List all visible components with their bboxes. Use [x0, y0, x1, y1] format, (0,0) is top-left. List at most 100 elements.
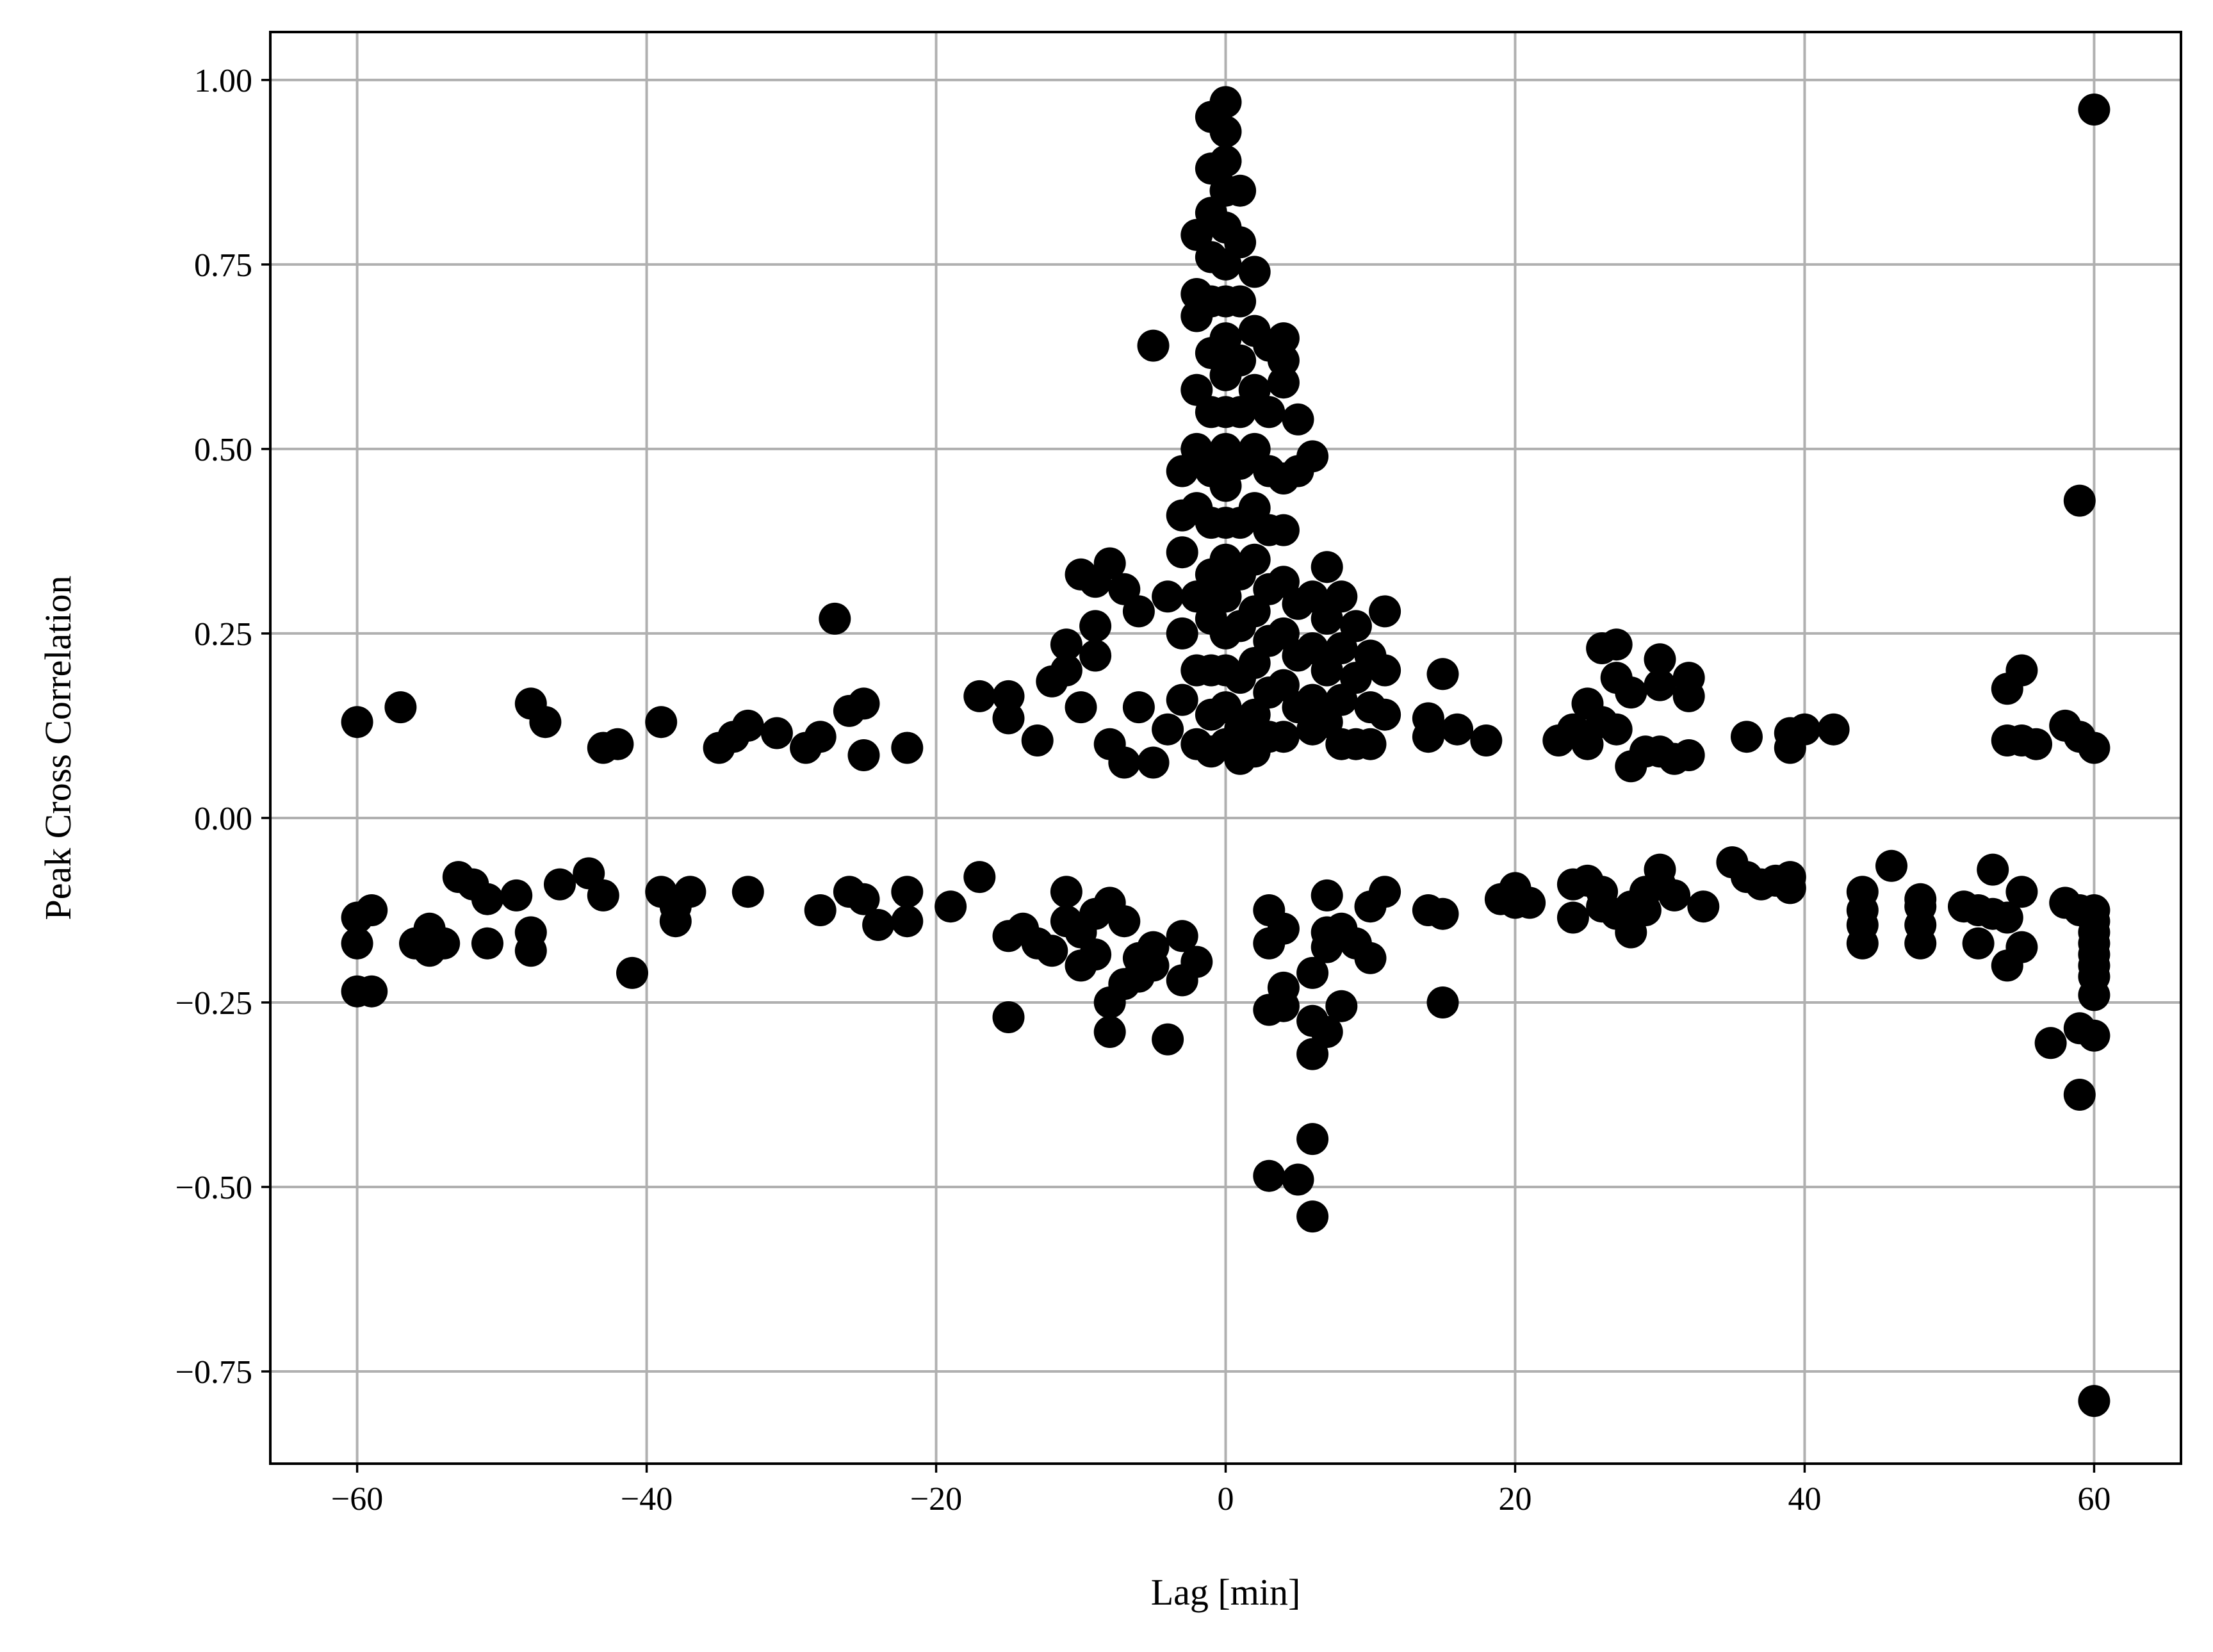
data-point [529, 706, 562, 739]
x-tick-label: −20 [910, 1481, 962, 1517]
data-point [1282, 403, 1314, 436]
data-point [862, 909, 895, 941]
data-point [1282, 1163, 1314, 1196]
data-point [2034, 1027, 2067, 1059]
data-point [1369, 876, 1401, 908]
data-point [1253, 1159, 1286, 1192]
data-point [355, 975, 388, 1008]
data-point [1267, 514, 1300, 546]
data-point [471, 927, 503, 960]
data-point [1962, 927, 1995, 960]
data-point [1672, 739, 1705, 771]
data-point [963, 680, 996, 712]
data-point [514, 935, 547, 967]
data-point [1369, 698, 1401, 731]
x-tick-label: −60 [331, 1481, 383, 1517]
x-axis-label: Lag [min] [1151, 1571, 1301, 1613]
data-point [1774, 872, 1806, 904]
data-point [935, 890, 967, 923]
data-point [1238, 256, 1271, 288]
data-point [819, 602, 851, 635]
data-point [1426, 658, 1459, 691]
data-point [1514, 887, 1546, 919]
data-point [1296, 440, 1329, 473]
y-tick-label: 0.25 [194, 616, 252, 653]
data-point [1050, 654, 1082, 687]
y-tick-label: 0.50 [194, 432, 252, 468]
data-point [1311, 879, 1343, 912]
data-point [992, 680, 1025, 712]
data-point [428, 927, 461, 960]
data-point [1209, 115, 1242, 148]
data-point [847, 687, 880, 720]
data-point [2063, 1079, 2096, 1111]
data-point [1629, 894, 1662, 926]
data-point [847, 883, 880, 915]
data-point [1412, 721, 1444, 753]
data-point [1311, 551, 1343, 584]
data-point [1224, 344, 1257, 377]
data-point [1137, 329, 1170, 362]
data-point [804, 894, 837, 926]
y-tick-label: −0.50 [176, 1170, 252, 1206]
data-point [1036, 935, 1068, 967]
data-point [1224, 174, 1257, 207]
data-point [544, 868, 576, 901]
data-point [1426, 986, 1459, 1018]
data-point [891, 905, 924, 938]
data-point [2078, 94, 2111, 126]
data-point [731, 876, 764, 908]
y-tick-label: 1.00 [194, 63, 252, 99]
data-point [1209, 86, 1242, 119]
data-point [1267, 322, 1300, 355]
data-point [1108, 905, 1141, 938]
data-point [963, 861, 996, 894]
data-point [1267, 912, 1300, 945]
data-point [1991, 901, 2023, 934]
data-point [1311, 1016, 1343, 1048]
data-point [659, 905, 692, 938]
data-point [1658, 879, 1691, 912]
y-tick-label: 0.75 [194, 247, 252, 284]
data-point [2005, 876, 2038, 908]
data-point [2078, 979, 2111, 1011]
data-point [1672, 680, 1705, 712]
data-point [1137, 746, 1170, 779]
data-point [1296, 1200, 1329, 1233]
data-point [1731, 721, 1763, 753]
data-point [1470, 724, 1503, 756]
data-point [471, 883, 503, 915]
data-point [645, 706, 678, 739]
data-point [1369, 595, 1401, 628]
data-point [1065, 691, 1097, 724]
data-point [1166, 617, 1198, 650]
data-point [1426, 897, 1459, 930]
data-point [1904, 927, 1937, 960]
x-tick-label: −40 [621, 1481, 673, 1517]
data-point [1875, 849, 1907, 882]
data-point [992, 702, 1025, 735]
data-point [1152, 713, 1184, 746]
data-point [1093, 547, 1126, 580]
y-tick-label: 0.00 [194, 801, 252, 837]
data-point [847, 739, 880, 771]
y-axis-label: Peak Cross Correlation [37, 575, 79, 920]
data-point [1079, 639, 1112, 672]
data-point [500, 879, 533, 912]
data-point [674, 876, 706, 908]
data-point [1253, 396, 1286, 429]
data-point [1339, 610, 1372, 642]
data-point [1369, 654, 1401, 687]
data-point [1846, 927, 1879, 960]
data-point [1166, 920, 1198, 953]
data-point [1615, 676, 1647, 709]
data-point [1122, 595, 1155, 628]
x-axis-ticks: −60 −40 −20 0 20 40 60 [331, 1464, 2111, 1517]
data-point [1152, 1023, 1184, 1056]
data-point [1600, 713, 1633, 746]
data-point [1267, 344, 1300, 377]
data-point [2063, 484, 2096, 517]
data-point [1296, 1123, 1329, 1156]
data-point [1600, 628, 1633, 661]
